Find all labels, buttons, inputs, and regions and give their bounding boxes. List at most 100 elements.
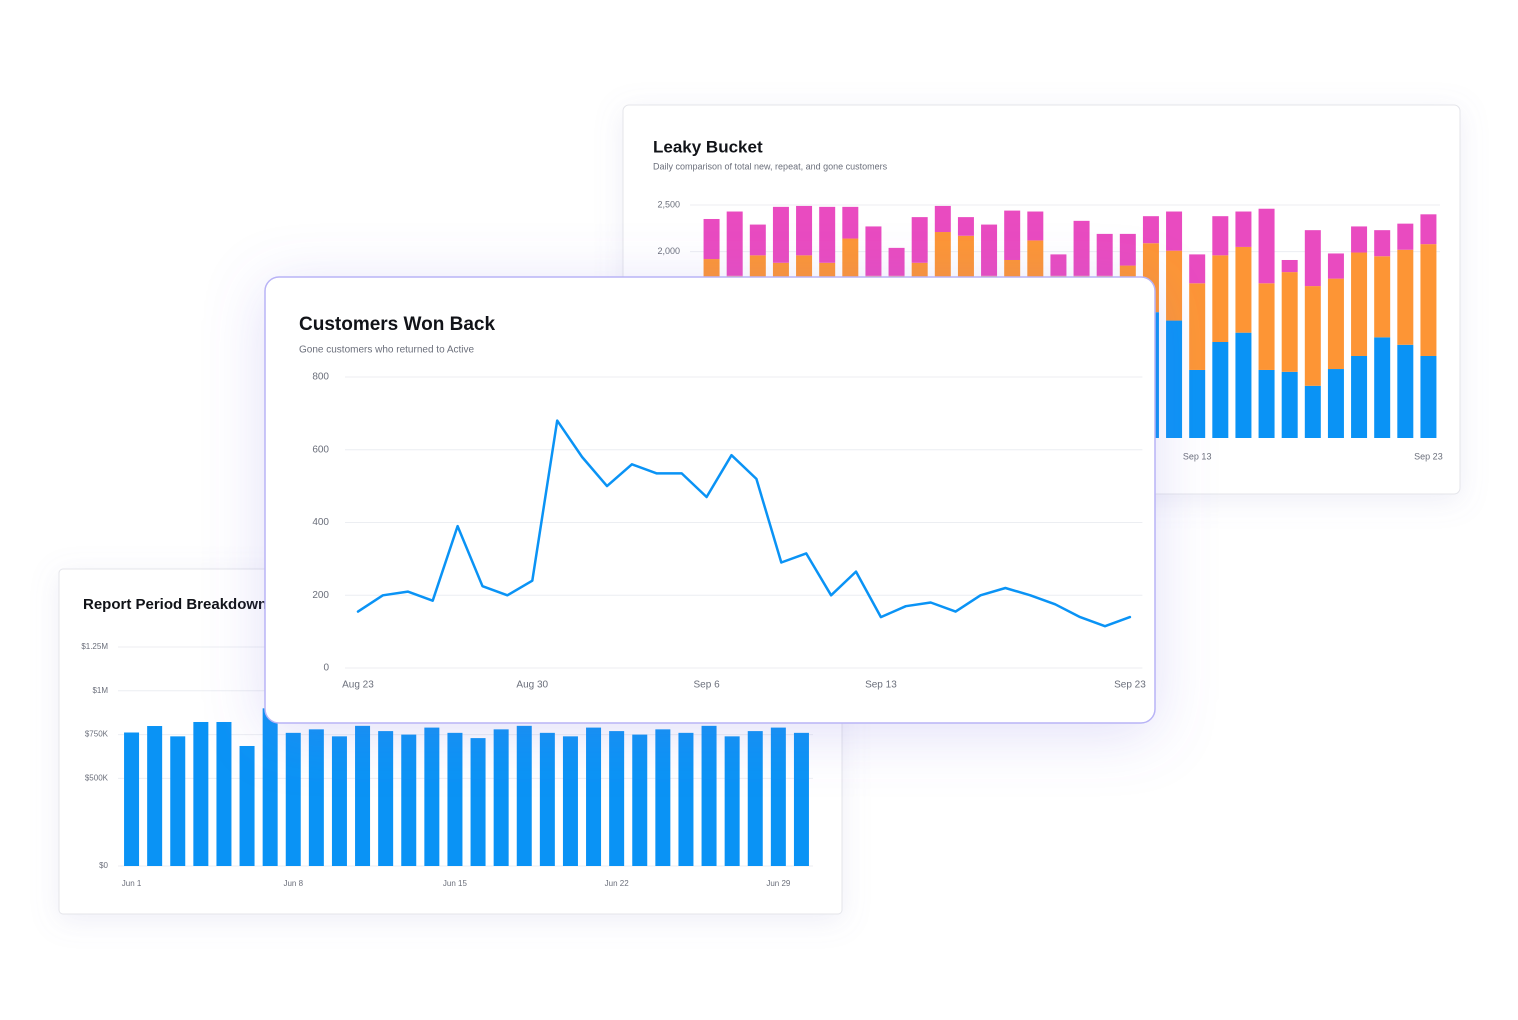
y-tick-label: $750K [85,730,109,739]
bar-segment [796,205,813,256]
bar [355,725,371,866]
bar-segment [819,206,836,263]
bar [609,731,625,866]
chart-subtitle: Gone customers who returned to Active [299,345,475,356]
chart-subtitle: Daily comparison of total new, repeat, a… [653,161,888,171]
bar-segment [1073,220,1090,276]
bar [586,727,602,866]
bar [193,721,209,866]
bar-segment [957,217,974,236]
bar-segment [1397,249,1414,345]
bar [285,732,301,866]
bar-segment [1281,272,1298,372]
y-tick-label: 2,500 [657,199,680,209]
y-tick-label: $500K [85,774,109,783]
bar [747,731,763,866]
bar-segment [911,217,928,263]
bar-segment [1142,216,1159,244]
bar-segment [1397,344,1414,438]
bar-segment [1420,355,1437,438]
line [356,419,1132,628]
bar [724,736,740,866]
bar [516,725,532,866]
bar-segment [1235,211,1252,247]
bar-segment [888,247,905,276]
bar-segment [1304,385,1321,438]
bar [447,732,463,866]
bar-segment [842,206,859,239]
bar-segment [1258,369,1275,438]
bar-segment [1327,253,1344,279]
bar-segment [1189,254,1206,284]
bar [770,727,786,866]
bar-segment [1327,278,1344,370]
bar-segment [1096,233,1113,276]
y-tick-label: $0 [99,861,108,870]
y-tick-label: $1.25M [81,642,108,651]
bar-segment [1166,320,1183,438]
y-tick-label: 400 [312,517,329,528]
bar [655,729,671,866]
chart-title: Report Period Breakdown [83,596,267,613]
bar [424,727,440,866]
bar-segment [865,226,882,276]
bar-segment [1351,226,1368,253]
bar-segment [1235,246,1252,333]
bar [562,736,578,866]
bar [632,734,648,866]
x-tick-label: Jun 1 [122,879,142,888]
y-tick-label: 200 [312,590,329,601]
x-tick-label: Aug 30 [516,680,548,691]
bar [678,732,694,866]
bar-segment [1119,233,1136,266]
bar [216,721,232,866]
bar-segment [1281,371,1298,438]
card-background [264,276,1156,724]
bar-segment [1374,256,1391,338]
bar-segment [1327,369,1344,438]
bar-segment [1189,283,1206,370]
x-tick-label: Sep 13 [1183,451,1212,461]
chart-card: Customers Won Back Gone customers who ret… [264,276,1156,724]
x-tick-label: Jun 8 [283,879,303,888]
bar [124,732,140,866]
bar-segment [1212,342,1229,438]
bar-segment [1212,216,1229,256]
bar-segment [726,211,743,276]
bar-segment [981,224,998,276]
y-tick-label: 2,000 [657,246,680,256]
x-tick-label: Jun 22 [605,879,630,888]
x-tick-label: Jun 15 [443,879,468,888]
x-tick-label: Sep 6 [694,680,721,691]
bar-segment [1420,244,1437,356]
bar-segment [749,224,766,256]
bar-segment [1212,255,1229,343]
x-tick-label: Sep 23 [1414,451,1443,461]
bar [331,736,347,866]
bar-segment [1281,259,1298,273]
y-tick-label: 600 [312,444,329,455]
bar-segment [1189,369,1206,438]
bar-segment [1235,332,1252,438]
bar [701,725,717,866]
bar [470,738,486,866]
bar-segment [1258,208,1275,284]
bar-segment [1420,214,1437,245]
bar [262,708,278,866]
bar-segment [1351,355,1368,438]
bar [401,734,417,866]
chart-title: Leaky Bucket [653,137,763,156]
bar [539,732,555,866]
x-tick-label: Jun 29 [766,879,791,888]
bar-segment [1050,254,1067,276]
x-tick-label: Sep 13 [865,680,897,691]
bar-segment [1374,230,1391,257]
bar-segment [1166,250,1183,321]
y-tick-label: 0 [323,663,329,674]
bar-segment [1004,210,1021,260]
bar [493,729,509,866]
y-tick-label: 800 [312,372,329,383]
chart-title: Customers Won Back [299,314,495,335]
